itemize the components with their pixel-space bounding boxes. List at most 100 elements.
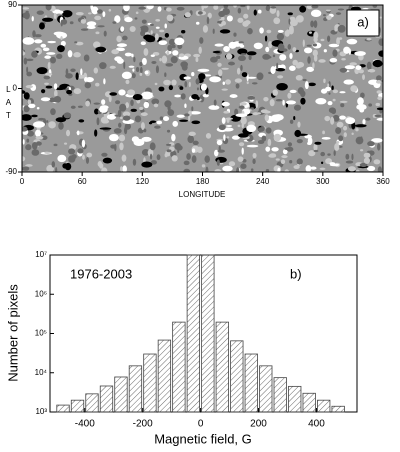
map-texture [236, 167, 240, 172]
map-texture [155, 26, 160, 29]
map-texture [165, 63, 174, 67]
map-texture [102, 11, 106, 18]
map-texture [240, 116, 247, 125]
map-texture [101, 119, 110, 124]
map-texture [129, 25, 136, 33]
map-texture [91, 6, 99, 15]
map-texture [313, 20, 318, 29]
map-texture [337, 8, 345, 11]
map-texture [308, 150, 316, 157]
map-texture [205, 166, 209, 172]
map-texture [166, 149, 172, 153]
map-texture [31, 149, 40, 156]
map-texture [85, 100, 91, 107]
map-texture [257, 9, 262, 14]
map-texture [312, 43, 317, 47]
map-texture [73, 52, 81, 58]
map-texture [191, 106, 194, 111]
map-texture [237, 48, 248, 55]
map-texture [119, 116, 123, 120]
map-texture [339, 100, 348, 103]
map-texture [63, 142, 68, 145]
map-texture [56, 32, 68, 39]
map-texture [128, 65, 135, 68]
map-texture [365, 117, 371, 121]
map-texture [302, 39, 305, 47]
map-texture [179, 53, 185, 58]
map-texture [71, 154, 77, 159]
y-axis-label: Number of pixels [5, 284, 20, 382]
map-texture [95, 31, 100, 35]
map-texture [58, 10, 64, 14]
map-texture [200, 83, 207, 91]
map-texture [359, 162, 368, 167]
map-texture [198, 46, 202, 54]
bar [215, 321, 229, 413]
map-texture [239, 102, 247, 106]
map-texture [271, 147, 279, 152]
map-texture [195, 21, 200, 25]
map-texture [336, 37, 340, 46]
map-texture [40, 97, 51, 102]
map-texture [237, 7, 242, 14]
map-texture [366, 165, 376, 172]
map-texture [140, 66, 143, 74]
map-texture [328, 92, 331, 95]
map-texture [41, 17, 54, 22]
map-texture [161, 38, 167, 41]
y-axis-label: LAT [4, 85, 13, 124]
map-texture [226, 15, 233, 22]
map-texture [206, 16, 210, 25]
map-texture [86, 25, 96, 30]
map-texture [351, 153, 354, 161]
x-tick-label: 0 [20, 177, 25, 186]
map-texture [26, 138, 30, 143]
map-texture [378, 50, 383, 57]
map-texture [174, 37, 185, 46]
map-texture [26, 130, 35, 137]
map-texture [171, 44, 176, 49]
map-texture [35, 129, 42, 138]
map-texture [288, 27, 294, 35]
y-tick-label: 10⁴ [35, 368, 48, 377]
map-texture [97, 9, 103, 14]
map-texture [243, 13, 249, 19]
map-texture [323, 78, 326, 84]
map-texture [22, 7, 30, 10]
map-texture [38, 117, 45, 121]
map-texture [375, 80, 382, 84]
map-texture [95, 46, 107, 53]
map-texture [240, 163, 247, 170]
map-texture [214, 43, 224, 47]
map-texture [310, 20, 315, 28]
map-texture [356, 103, 367, 111]
map-texture [141, 19, 147, 24]
map-texture [363, 157, 371, 164]
bar [85, 393, 99, 413]
map-texture [265, 169, 270, 172]
map-texture [277, 29, 284, 33]
map-texture [123, 5, 130, 12]
map-texture [166, 129, 171, 133]
map-texture [371, 138, 383, 143]
map-texture [22, 37, 35, 45]
map-texture [164, 32, 169, 38]
map-texture [93, 41, 101, 49]
map-texture [174, 94, 182, 98]
map-texture [132, 158, 137, 166]
map-texture [23, 57, 28, 65]
map-texture [26, 71, 33, 77]
map-texture [336, 141, 340, 144]
map-texture [354, 124, 367, 128]
bar [288, 385, 302, 413]
map-texture [379, 16, 382, 19]
map-texture [276, 83, 288, 91]
map-texture [151, 98, 160, 105]
map-texture [31, 141, 38, 150]
map-texture [85, 77, 94, 83]
map-texture [121, 154, 127, 162]
map-texture [77, 148, 84, 154]
map-texture [310, 166, 317, 170]
map-texture [255, 100, 259, 109]
map-texture [62, 10, 73, 18]
